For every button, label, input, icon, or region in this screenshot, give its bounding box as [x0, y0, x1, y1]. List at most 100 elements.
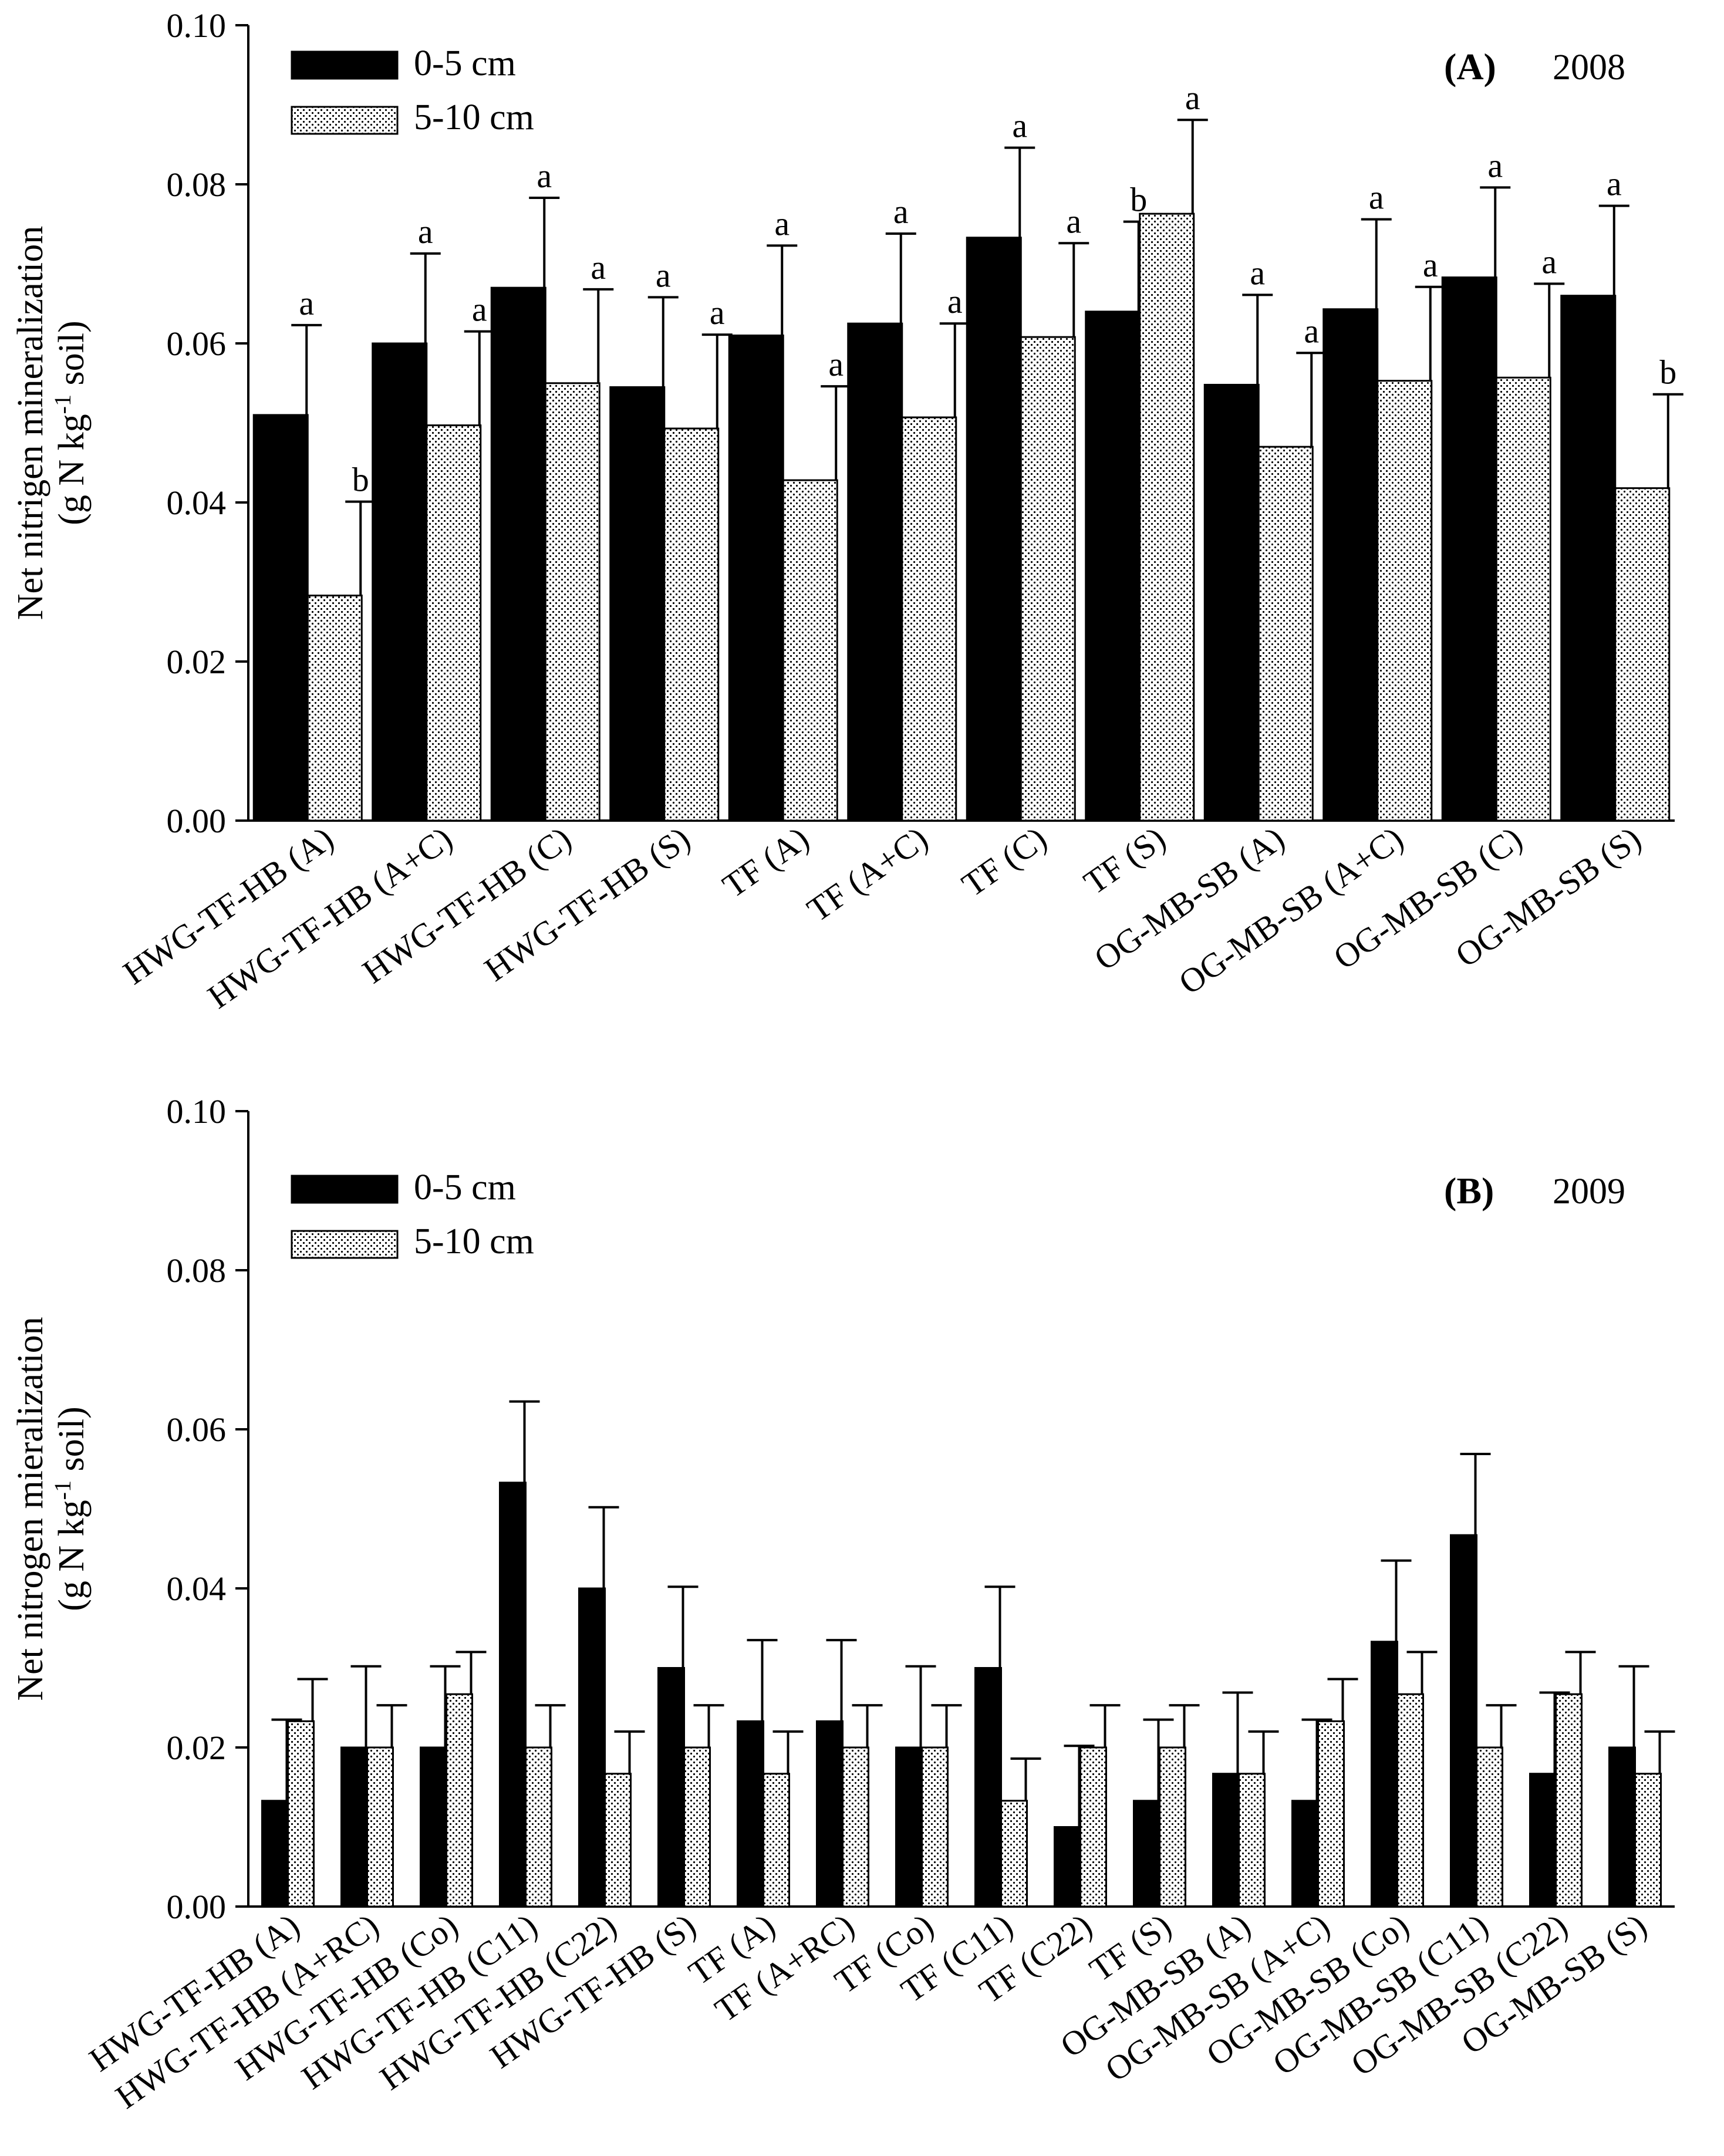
panel-b-bar-5-10cm: [604, 1773, 632, 1908]
panel-a-legend-label-5-10cm: 5-10 cm: [414, 97, 534, 137]
panel-a-bar-0-5cm: [372, 342, 428, 822]
panel-a-bar-5-10cm: [426, 424, 482, 822]
panel-a-significance-letter: a: [1607, 165, 1622, 203]
panel-a-bar-0-5cm: [966, 237, 1022, 822]
panel-b-y-axis-unit: (g N kg-1 soil): [49, 1406, 92, 1611]
panel-a-significance-letter: a: [537, 157, 552, 195]
panel-b-y-tick-label: 0.06: [167, 1411, 227, 1449]
panel-b-bar-5-10cm: [1317, 1720, 1345, 1908]
panel-a-bar-5-10cm: [544, 382, 600, 822]
panel-a-significance-letter: a: [1185, 79, 1200, 117]
panel-a-bar-5-10cm: [1257, 446, 1314, 822]
panel-a-y-tick-label: 0.04: [167, 484, 227, 522]
panel-b-bar-5-10cm: [366, 1746, 394, 1908]
panel-a-legend-swatch-0-5cm: [291, 50, 399, 80]
panel-b-y-unit-sup: -1: [49, 1480, 76, 1500]
panel-a-significance-letter: a: [418, 212, 433, 251]
panel-b-y-tick-label: 0.04: [167, 1570, 227, 1608]
panel-a-significance-letter: a: [828, 345, 844, 383]
panel-a-bar-5-10cm: [1495, 376, 1551, 822]
panel-a-category-label: OG-MB-SB (A+C): [1172, 819, 1410, 1001]
panel-b-bar-5-10cm: [1159, 1746, 1186, 1908]
panel-b-bar-5-10cm: [921, 1746, 949, 1908]
panel-a-significance-letter: a: [710, 293, 725, 332]
panel-a-y-tick-label: 0.02: [167, 643, 227, 681]
panel-b-bar-5-10cm: [763, 1773, 790, 1908]
panel-b-bar-5-10cm: [1476, 1746, 1503, 1908]
panel-a-category-label: HWG-TF-HB (S): [477, 819, 697, 988]
panel-b-bar-0-5cm: [816, 1720, 844, 1908]
panel-a-significance-letter: a: [656, 256, 671, 294]
panel-a-panel-label: (A): [1444, 46, 1496, 87]
panel-b-bar-5-10cm: [1396, 1693, 1424, 1908]
panel-b-y-axis-label: Net nitrogen mieralization: [11, 1317, 50, 1700]
panel-a-significance-letter: a: [299, 284, 314, 322]
panel-b-bar-0-5cm: [737, 1720, 764, 1908]
panel-b-bar-5-10cm: [683, 1746, 711, 1908]
panel-a-y-axis-label: Net nitrigen mineralization: [11, 226, 50, 620]
panel-a-y-unit-sup: -1: [49, 394, 76, 414]
panel-b-bar-0-5cm: [578, 1587, 606, 1908]
panel-b-2009: 0.00 0.02 0.04 0.06 0.08 0.10 Net nitrogen mie…: [11, 1092, 1675, 2116]
panel-b-bar-0-5cm: [1371, 1641, 1398, 1908]
panel-a-bar-0-5cm: [1560, 295, 1617, 822]
panel-a-significance-letter: b: [352, 461, 369, 499]
panel-b-bar-0-5cm: [261, 1800, 289, 1908]
panel-a-y-tick-label: 0.00: [167, 802, 227, 840]
panel-a-significance-letter: a: [1423, 246, 1438, 284]
panel-b-bar-5-10cm: [287, 1720, 315, 1908]
panel-b-y-tick-label: 0.08: [167, 1251, 227, 1290]
panel-a-bar-0-5cm: [609, 386, 666, 822]
panel-a-category-label: TF (A+C): [800, 819, 934, 929]
panel-b-y-tick-label: 0.00: [167, 1888, 227, 1926]
panel-a-bar-0-5cm: [1203, 383, 1260, 822]
panel-a-bar-5-10cm: [1614, 487, 1671, 822]
panel-a-significance-letter: a: [1541, 242, 1557, 281]
panel-a-category-label: HWG-TF-HB (C): [356, 819, 578, 991]
panel-b-bar-0-5cm: [420, 1746, 447, 1908]
panel-a-bar-0-5cm: [847, 322, 903, 822]
panel-a-bar-5-10cm: [782, 479, 838, 822]
panel-a-y-tick-label: 0.06: [167, 325, 227, 363]
panel-a-category-label: TF (C): [955, 819, 1054, 904]
panel-a-significance-letter: a: [947, 282, 963, 320]
panel-a-significance-letter: a: [472, 291, 487, 329]
panel-b-bar-0-5cm: [1054, 1826, 1081, 1908]
panel-a-significance-letter: a: [1012, 107, 1027, 145]
panel-a-bar-0-5cm: [1085, 311, 1141, 822]
panel-b-y-unit-suffix: soil): [52, 1406, 92, 1480]
panel-a-y-unit-suffix: soil): [52, 320, 92, 394]
panel-b-bar-0-5cm: [340, 1746, 368, 1908]
panel-a-significance-letter: a: [1066, 202, 1081, 240]
panel-b-bar-0-5cm: [1212, 1773, 1240, 1908]
panel-b-y-tick-label: 0.10: [167, 1092, 227, 1131]
panel-b-y-tick-label: 0.02: [167, 1729, 227, 1767]
panel-a-y-tick-label: 0.10: [167, 6, 227, 45]
panel-b-legend-label-0-5cm: 0-5 cm: [414, 1168, 516, 1207]
panel-a-significance-letter: a: [893, 193, 909, 231]
panel-a-category-label: TF (A): [716, 819, 816, 905]
panel-a-bar-0-5cm: [1441, 276, 1497, 822]
panel-a-significance-letter: a: [1250, 254, 1265, 292]
panel-a-significance-letter: a: [1369, 178, 1384, 217]
panel-b-panel-label: (B): [1444, 1170, 1494, 1212]
panel-a-y-axis-unit: (g N kg-1 soil): [49, 320, 92, 525]
panel-a-bar-0-5cm: [252, 414, 309, 822]
panel-b-y-unit-prefix: (g N kg: [52, 1500, 92, 1611]
panel-b-bar-5-10cm: [446, 1693, 473, 1908]
panel-b-bar-5-10cm: [1634, 1773, 1662, 1908]
panel-b-bar-5-10cm: [842, 1746, 869, 1908]
panel-a-significance-letter: a: [1304, 312, 1319, 350]
panel-b-bar-0-5cm: [1529, 1773, 1557, 1908]
panel-b-bar-5-10cm: [1079, 1746, 1107, 1908]
panel-b-legend-swatch-0-5cm: [291, 1175, 399, 1204]
panel-a-bar-0-5cm: [1322, 308, 1379, 822]
panel-a-bar-5-10cm: [1139, 212, 1195, 822]
panel-b-bar-0-5cm: [1450, 1534, 1477, 1908]
panel-a-significance-letter: a: [774, 204, 790, 242]
panel-a-category-label: TF (S): [1077, 819, 1173, 902]
panel-a-significance-letter: b: [1130, 181, 1147, 219]
panel-b-bar-0-5cm: [1133, 1800, 1160, 1908]
panel-b-legend-label-5-10cm: 5-10 cm: [414, 1222, 534, 1261]
